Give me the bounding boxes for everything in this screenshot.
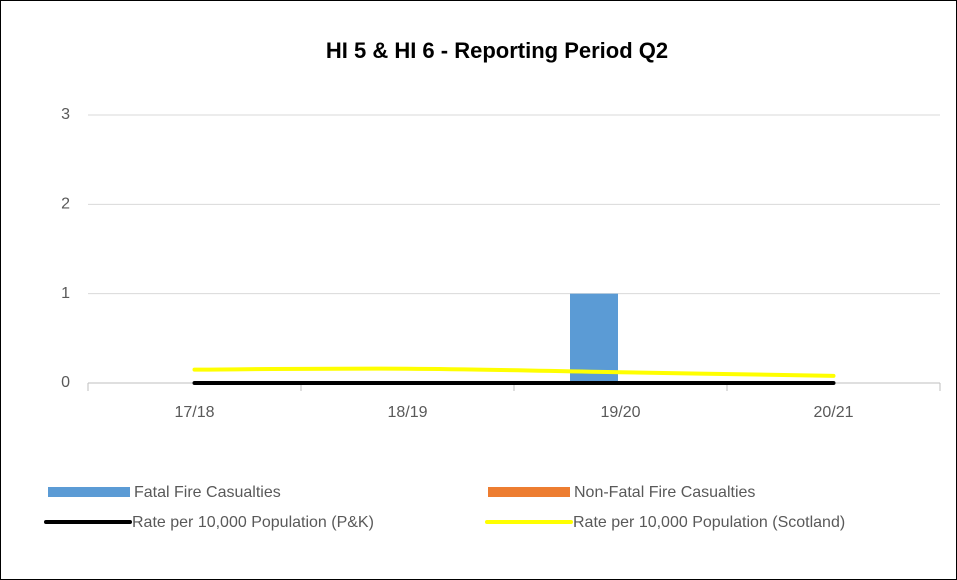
y-tick-label: 1	[61, 285, 70, 302]
line	[192, 366, 836, 378]
legend-label: Rate per 10,000 Population (Scotland)	[573, 514, 845, 531]
legend-label: Rate per 10,000 Population (P&K)	[132, 514, 374, 531]
legend-swatch	[48, 487, 130, 497]
x-tick-label: 18/19	[387, 404, 427, 421]
x-tick-label: 19/20	[600, 404, 640, 421]
x-tick-label: 20/21	[813, 404, 853, 421]
legend-label: Non-Fatal Fire Casualties	[574, 484, 755, 501]
y-tick-label: 0	[61, 374, 70, 391]
bar	[570, 293, 618, 383]
y-tick-label: 3	[61, 106, 70, 123]
x-tick-label: 17/18	[174, 404, 214, 421]
y-tick-label: 2	[61, 196, 70, 213]
chart-title: HI 5 & HI 6 - Reporting Period Q2	[326, 38, 668, 63]
legend-swatch	[488, 487, 570, 497]
legend-label: Fatal Fire Casualties	[134, 484, 281, 501]
